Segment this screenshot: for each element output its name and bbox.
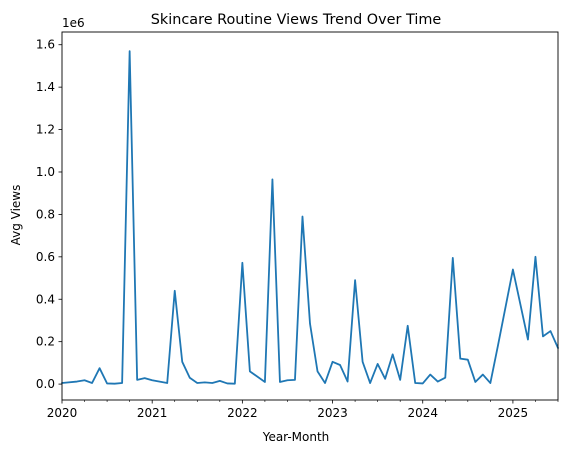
x-tick-label: 2024 xyxy=(407,406,438,420)
chart-title: Skincare Routine Views Trend Over Time xyxy=(151,12,442,28)
y-axis-label: Avg Views xyxy=(9,185,23,246)
y-offset-label: 1e6 xyxy=(62,16,85,30)
y-tick-label: 1.0 xyxy=(36,165,55,179)
y-tick-label: 1.2 xyxy=(36,123,55,137)
series-line xyxy=(61,50,559,385)
plot-frame xyxy=(61,31,559,401)
y-tick-label: 1.6 xyxy=(36,38,55,52)
y-axis: 0.0 0.2 0.4 0.6 0.8 1.0 1.2 1.4 1.6 xyxy=(36,38,62,391)
x-tick-label: 2023 xyxy=(317,406,348,420)
x-axis-label: Year-Month xyxy=(262,430,330,444)
y-tick-label: 0.8 xyxy=(36,207,55,221)
x-tick-label: 2022 xyxy=(227,406,258,420)
x-tick-label: 2021 xyxy=(137,406,168,420)
y-tick-label: 1.4 xyxy=(36,80,55,94)
y-tick-label: 0.6 xyxy=(36,250,55,264)
y-tick-label: 0.2 xyxy=(36,335,55,349)
x-tick-label: 2020 xyxy=(47,406,78,420)
y-tick-label: 0.4 xyxy=(36,292,55,306)
x-axis: 2020 2021 2022 2023 2024 2025 xyxy=(47,400,528,420)
x-tick-label: 2025 xyxy=(498,406,529,420)
y-tick-label: 0.0 xyxy=(36,377,55,391)
